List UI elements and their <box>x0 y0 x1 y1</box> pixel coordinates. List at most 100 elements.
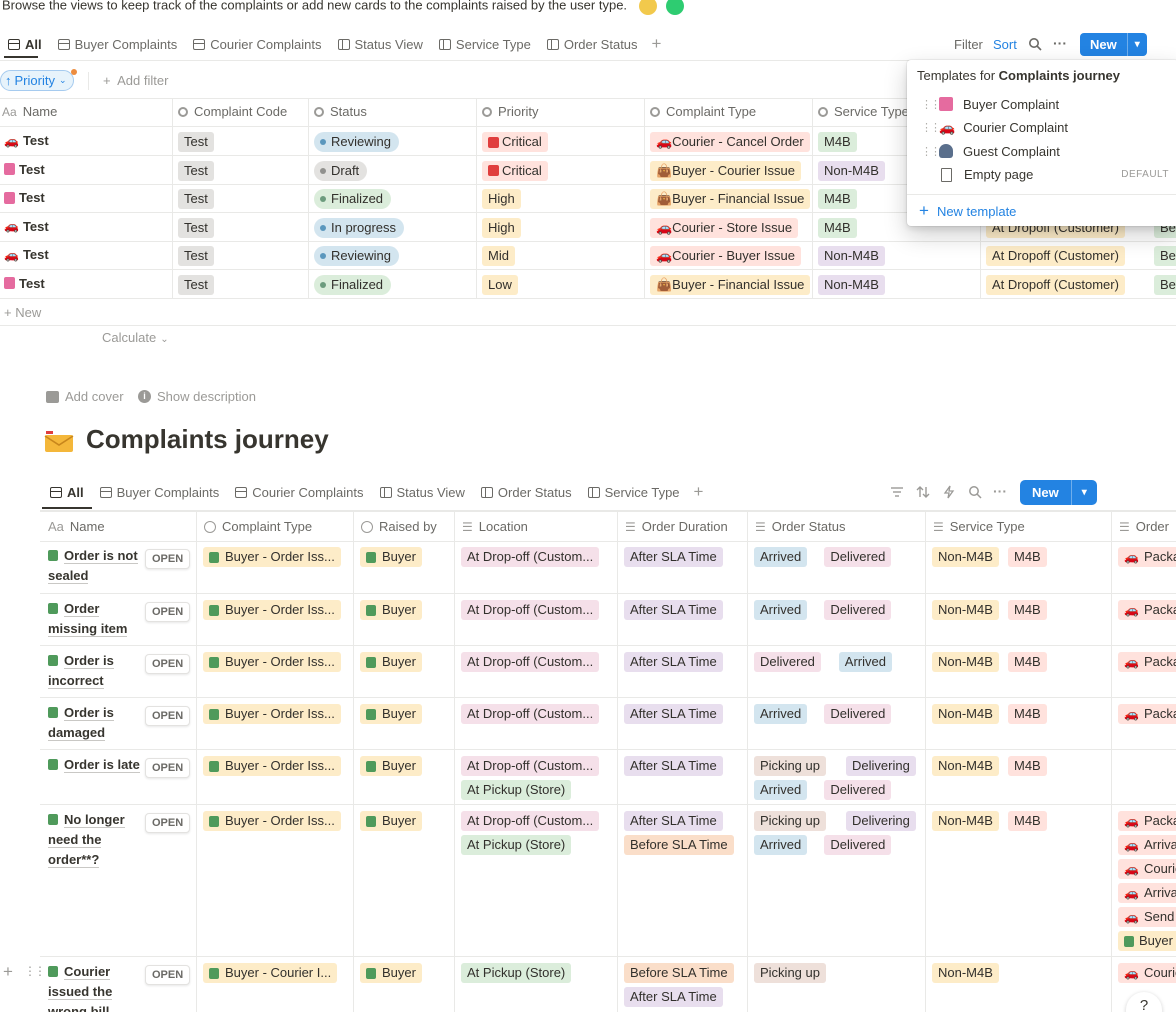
table-row-name[interactable]: 🚗 Test <box>4 219 49 234</box>
bottom-header-order-status[interactable]: ☰ Order Status <box>755 519 845 534</box>
template-item-guest-complaint[interactable]: ⋮⋮ Guest Complaint <box>907 140 1176 162</box>
search-icon[interactable] <box>1028 37 1042 51</box>
add-cover-button[interactable]: Add cover <box>46 389 124 404</box>
sort-icon[interactable] <box>916 485 930 499</box>
template-item-buyer-complaint[interactable]: ⋮⋮ Buyer Complaint <box>907 93 1176 115</box>
add-view-plus-icon[interactable]: + <box>651 34 662 53</box>
chevron-down-icon[interactable]: ▾ <box>1070 480 1097 505</box>
chevron-down-icon: ⌄ <box>58 75 67 85</box>
bottom-header-service-type[interactable]: ☰ Service Type <box>933 519 1025 534</box>
top-header-complaint-code[interactable]: Complaint Code <box>178 104 287 119</box>
add-view-plus-icon[interactable]: + <box>693 482 704 501</box>
board-icon <box>438 38 451 50</box>
bottom-new-button[interactable]: New ▾ <box>1020 480 1097 505</box>
status-label: Reviewing <box>331 134 391 149</box>
automation-bolt-icon[interactable] <box>942 485 956 499</box>
table-row-name[interactable]: Courier issued the wrong bill <box>48 962 148 1012</box>
show-description-button[interactable]: i Show description <box>138 389 256 404</box>
tab-status-view[interactable]: Status View <box>372 478 473 506</box>
table-row-name[interactable]: Test <box>4 190 45 205</box>
open-row-button[interactable]: OPEN <box>145 813 191 833</box>
complaint-type-label: Buyer - Order Iss... <box>225 654 335 669</box>
row-name-text: sealed <box>48 568 89 584</box>
status-label: Finalized <box>331 276 384 292</box>
add-filter-button[interactable]: + Add filter <box>103 73 168 88</box>
bottom-header-complaint-type[interactable]: Complaint Type <box>204 519 312 534</box>
open-row-button[interactable]: OPEN <box>145 758 191 778</box>
tab-service-type[interactable]: Service Type <box>431 30 539 58</box>
template-item-empty-page[interactable]: Empty page DEFAULT <box>907 164 1176 186</box>
tab-all[interactable]: All <box>42 478 92 506</box>
top-header-name[interactable]: Aa Name <box>2 104 57 119</box>
table-row-name[interactable]: Test <box>4 276 45 291</box>
table-row-name[interactable]: Order is incorrect <box>48 651 148 691</box>
tab-courier-complaints[interactable]: Courier Complaints <box>227 478 371 506</box>
drag-handle-icon[interactable]: ⋮⋮ <box>921 122 941 134</box>
tab-service-type[interactable]: Service Type <box>580 478 688 506</box>
bottom-new-button-label[interactable]: New <box>1032 485 1059 500</box>
table-row-name[interactable]: Order is damaged <box>48 703 148 743</box>
open-row-button[interactable]: OPEN <box>145 654 191 674</box>
envelope-icon[interactable] <box>44 431 76 453</box>
tab-order-status[interactable]: Order Status <box>539 30 646 58</box>
bottom-header-name[interactable]: Aa Name <box>48 519 105 534</box>
table-row-name[interactable]: 🚗 Test <box>4 247 49 262</box>
top-header-service-type[interactable]: Service Type <box>818 104 909 119</box>
search-icon-bottom[interactable] <box>968 485 982 499</box>
grammarly-icon[interactable] <box>666 0 685 15</box>
top-header-complaint-type[interactable]: Complaint Type <box>650 104 756 119</box>
duration-badge: After SLA Time <box>624 987 723 1007</box>
open-row-button[interactable]: OPEN <box>145 706 191 726</box>
location-badge: At Dropoff (Customer) <box>986 274 1125 295</box>
raised-by-label: Buyer <box>382 654 416 669</box>
add-new-row-button[interactable]: + New <box>4 305 41 320</box>
open-row-button[interactable]: OPEN <box>145 549 191 569</box>
help-icon[interactable]: ? <box>1126 992 1162 1012</box>
status-badge: Reviewing <box>314 246 399 266</box>
tab-all[interactable]: All <box>0 30 50 58</box>
open-row-button[interactable]: OPEN <box>145 602 191 622</box>
board-icon <box>337 38 350 50</box>
tab-buyer-complaints[interactable]: Buyer Complaints <box>50 30 186 58</box>
header-property-icon <box>178 106 188 117</box>
bottom-header-order-duration[interactable]: ☰ Order Duration <box>625 519 728 534</box>
tab-label: Order Status <box>563 36 638 52</box>
tab-buyer-complaints[interactable]: Buyer Complaints <box>92 478 228 506</box>
top-header-priority[interactable]: Priority <box>482 104 538 119</box>
tab-order-status[interactable]: Order Status <box>473 478 580 506</box>
service-type-badge: Non-M4B <box>818 160 885 181</box>
filter-icon[interactable] <box>890 485 904 499</box>
page-title[interactable]: Complaints journey <box>86 424 329 454</box>
emoji-grin-icon <box>638 0 657 15</box>
table-row-name[interactable]: Order missing item <box>48 599 148 639</box>
priority-filter-chip[interactable]: ↑ Priority ⌄ <box>0 70 74 91</box>
top-new-button[interactable]: New ▾ <box>1080 33 1147 56</box>
bottom-header-location[interactable]: ☰ Location <box>462 519 528 534</box>
bottom-header-raised-by[interactable]: Raised by <box>361 519 437 534</box>
table-row-name[interactable]: Order is not sealed <box>48 546 148 586</box>
bottom-header-order[interactable]: ☰ Order <box>1119 519 1169 534</box>
more-options-icon[interactable]: ··· <box>1053 35 1067 51</box>
drag-handle-icon[interactable]: ⋮⋮ <box>921 145 941 158</box>
more-options-icon-bottom[interactable]: ··· <box>993 483 1007 499</box>
drag-handle-icon[interactable]: ⋮⋮ <box>24 964 46 978</box>
open-row-button[interactable]: OPEN <box>145 965 191 985</box>
filter-button[interactable]: Filter <box>954 37 983 52</box>
row-name-text: missing item <box>48 621 128 637</box>
sort-button[interactable]: Sort <box>993 37 1017 52</box>
tab-courier-complaints[interactable]: Courier Complaints <box>185 30 329 58</box>
table-row-name[interactable]: 🚗 Test <box>4 133 49 148</box>
table-row-name[interactable]: Test <box>4 162 45 177</box>
add-row-plus-icon[interactable]: + <box>3 962 13 981</box>
top-header-status[interactable]: Status <box>314 104 367 119</box>
tab-status-view[interactable]: Status View <box>330 30 431 58</box>
drag-handle-icon[interactable]: ⋮⋮ <box>921 98 941 111</box>
table-row-name[interactable]: Order is late <box>48 755 148 775</box>
calculate-button[interactable]: Calculate ⌄ <box>102 330 169 345</box>
template-item-courier-complaint[interactable]: ⋮⋮ 🚗 Courier Complaint <box>907 117 1176 139</box>
top-new-button-label[interactable]: New <box>1090 37 1117 52</box>
table-row-name[interactable]: No longer need the order**? <box>48 810 148 870</box>
status-label: In progress <box>331 219 397 235</box>
chevron-down-icon[interactable]: ▾ <box>1126 33 1147 56</box>
new-template-button[interactable]: + New template <box>919 201 1016 221</box>
